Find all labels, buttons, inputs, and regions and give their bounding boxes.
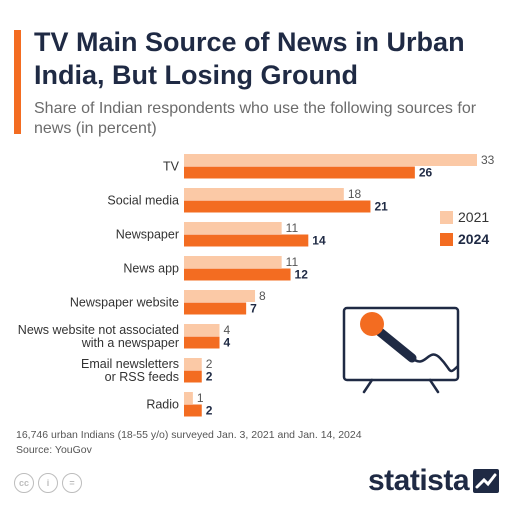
statista-logo-icon xyxy=(473,469,500,493)
data-label-2021: 2 xyxy=(206,357,213,371)
data-label-2024: 21 xyxy=(374,200,388,214)
category-label: Newspaper website xyxy=(70,296,179,310)
category-label: Email newsletters xyxy=(81,357,179,371)
legend: 2021 2024 xyxy=(440,207,489,251)
bar-2024 xyxy=(184,234,309,247)
legend-swatch-2024 xyxy=(440,232,453,246)
legend-label-2021: 2021 xyxy=(458,209,490,225)
bar-2021 xyxy=(184,358,202,370)
brand-name: statista xyxy=(368,464,470,497)
data-label-2021: 33 xyxy=(481,153,495,167)
category-label: Radio xyxy=(146,398,179,412)
no-derivatives-icon[interactable]: = xyxy=(62,473,82,493)
bar-2024 xyxy=(184,302,247,315)
footnote: 16,746 urban Indians (18-55 y/o) surveye… xyxy=(16,428,362,458)
legend-item-2021: 2021 xyxy=(440,207,489,227)
data-label-2021: 11 xyxy=(286,255,299,269)
bar-2024 xyxy=(184,268,291,281)
bar-2024 xyxy=(184,200,371,213)
bar-2021 xyxy=(184,290,256,302)
legend-item-2024: 2024 xyxy=(440,229,489,249)
bar-2024 xyxy=(184,336,220,349)
data-label-2024: 2 xyxy=(206,404,213,418)
bar-2021 xyxy=(184,324,220,336)
bar-2021 xyxy=(184,154,477,166)
data-label-2024: 12 xyxy=(295,268,309,282)
bar-2021 xyxy=(184,256,282,268)
data-label-2024: 4 xyxy=(224,336,231,350)
creative-commons-icon[interactable]: cc xyxy=(14,473,34,493)
bar-2024 xyxy=(184,370,202,383)
accent-bar xyxy=(14,30,21,134)
data-label-2024: 14 xyxy=(312,234,326,248)
data-label-2024: 2 xyxy=(206,370,213,384)
legend-label-2024: 2024 xyxy=(458,231,490,247)
category-label: Newspaper xyxy=(116,228,179,242)
tv-microphone-icon xyxy=(342,306,460,394)
data-label-2024: 7 xyxy=(250,302,257,316)
data-label-2021: 11 xyxy=(286,221,299,235)
bar-2021 xyxy=(184,188,344,200)
legend-swatch-2021 xyxy=(440,210,453,224)
category-label: News app xyxy=(123,262,179,276)
source-note: Source: YouGov xyxy=(16,444,92,456)
data-label-2021: 4 xyxy=(224,323,231,337)
category-label: with a newspaper xyxy=(81,336,179,350)
survey-note: 16,746 urban Indians (18-55 y/o) surveye… xyxy=(16,429,362,441)
category-label: News website not associated xyxy=(18,323,179,337)
bar-2024 xyxy=(184,166,415,179)
category-label: TV xyxy=(163,160,180,174)
data-label-2021: 1 xyxy=(197,391,204,405)
data-label-2021: 18 xyxy=(348,187,362,201)
category-label: Social media xyxy=(107,194,179,208)
bar-2024 xyxy=(184,404,202,417)
chart-title: TV Main Source of News in Urban India, B… xyxy=(34,27,465,90)
data-label-2021: 8 xyxy=(259,289,266,303)
bar-2021 xyxy=(184,392,193,404)
statista-brand[interactable]: statista xyxy=(368,464,500,498)
attribution-icon[interactable]: i xyxy=(38,473,58,493)
license-icons: cc i = xyxy=(14,473,82,493)
category-label: or RSS feeds xyxy=(105,370,179,384)
bar-2021 xyxy=(184,222,282,234)
data-label-2024: 26 xyxy=(419,166,433,180)
chart-subtitle: Share of Indian respondents who use the … xyxy=(34,100,477,137)
